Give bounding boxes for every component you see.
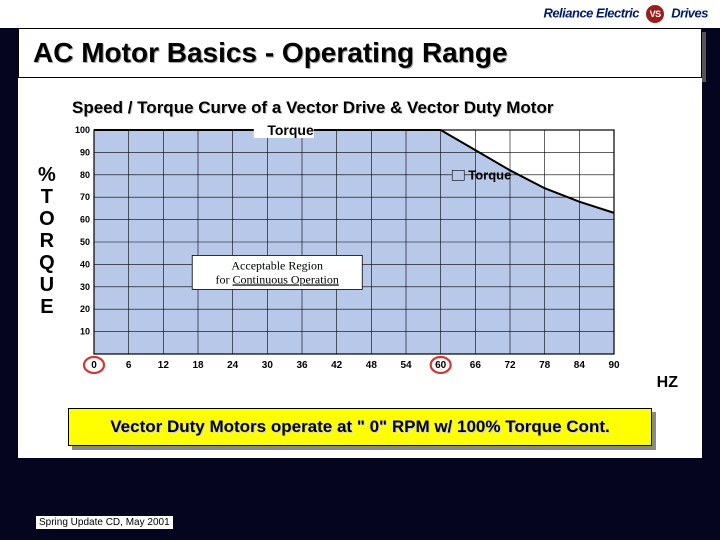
- svg-text:90: 90: [608, 360, 620, 371]
- chart-panel: Speed / Torque Curve of a Vector Drive &…: [18, 78, 702, 458]
- svg-text:24: 24: [227, 360, 239, 371]
- svg-text:50: 50: [80, 237, 90, 247]
- svg-text:48: 48: [366, 360, 378, 371]
- svg-text:10: 10: [80, 327, 90, 337]
- svg-text:70: 70: [80, 192, 90, 202]
- svg-text:40: 40: [80, 259, 90, 269]
- y-axis-label: %TORQUE: [38, 124, 64, 318]
- logo-left: Reliance Electric: [543, 5, 639, 20]
- x-axis-label: HZ: [38, 374, 682, 392]
- svg-text:12: 12: [158, 360, 170, 371]
- svg-text:42: 42: [331, 360, 343, 371]
- page-title: AC Motor Basics - Operating Range: [33, 37, 687, 69]
- svg-text:Torque: Torque: [267, 124, 314, 138]
- brand-logo: Reliance Electric VS Drives: [543, 5, 708, 23]
- svg-text:Acceptable Region: Acceptable Region: [231, 258, 323, 272]
- svg-text:30: 30: [262, 360, 274, 371]
- svg-text:66: 66: [470, 360, 482, 371]
- svg-text:72: 72: [504, 360, 516, 371]
- svg-text:84: 84: [574, 360, 586, 371]
- logo-right: Drives: [671, 5, 708, 20]
- svg-text:90: 90: [80, 147, 90, 157]
- title-box: AC Motor Basics - Operating Range: [18, 28, 702, 78]
- callout-box: Vector Duty Motors operate at " 0" RPM w…: [68, 408, 652, 446]
- logo-bar: Reliance Electric VS Drives: [0, 0, 720, 28]
- vs-icon: VS: [646, 5, 664, 23]
- footer-note: Spring Update CD, May 2001: [36, 517, 173, 528]
- chart-wrap: %TORQUE 10090807060504030201006121824303…: [38, 124, 682, 374]
- chart-subtitle: Speed / Torque Curve of a Vector Drive &…: [68, 96, 557, 120]
- svg-text:36: 36: [296, 360, 308, 371]
- svg-text:0: 0: [91, 360, 97, 371]
- svg-text:30: 30: [80, 282, 90, 292]
- svg-text:100: 100: [75, 125, 90, 135]
- svg-text:18: 18: [192, 360, 204, 371]
- svg-text:20: 20: [80, 304, 90, 314]
- svg-text:78: 78: [539, 360, 551, 371]
- svg-text:54: 54: [400, 360, 412, 371]
- svg-text:60: 60: [435, 360, 447, 371]
- svg-text:for Continuous Operation: for Continuous Operation: [215, 272, 338, 286]
- footer-text: Spring Update CD, May 2001: [36, 516, 173, 529]
- torque-chart: 1009080706050403020100612182430364248546…: [64, 124, 682, 374]
- svg-text:60: 60: [80, 215, 90, 225]
- svg-text:80: 80: [80, 170, 90, 180]
- svg-text:6: 6: [126, 360, 132, 371]
- svg-text:Torque: Torque: [468, 167, 511, 182]
